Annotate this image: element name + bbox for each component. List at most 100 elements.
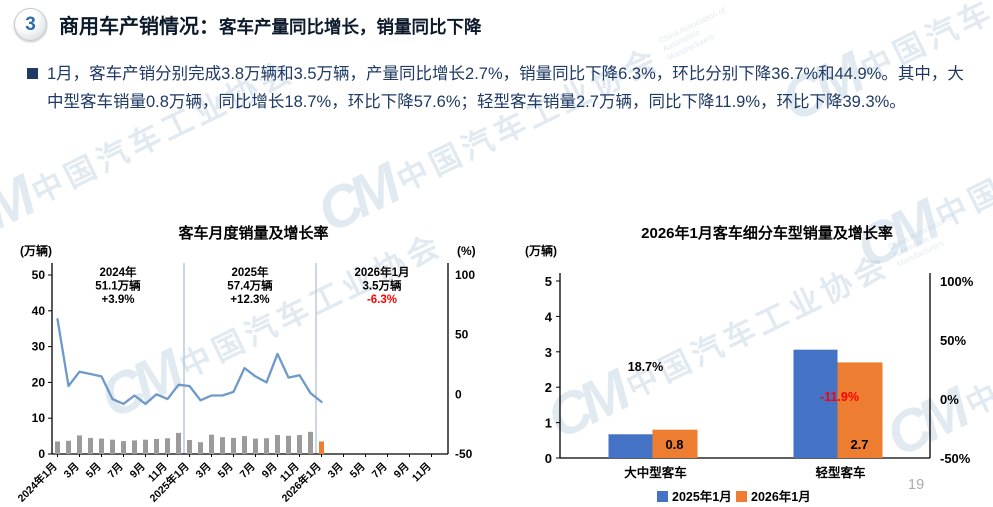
- year-annotation-line: 2024年: [99, 265, 137, 279]
- sales-bar: [275, 435, 280, 454]
- left-axis-tick-label: 2: [545, 380, 552, 395]
- legend-label: 2025年1月: [672, 489, 732, 504]
- sales-bar: [143, 439, 148, 454]
- bullet-square-icon: [27, 68, 38, 79]
- year-annotation: 2026年1月 3.5万辆-6.3%: [355, 265, 410, 306]
- sales-bar: [165, 438, 170, 454]
- x-axis-tick-label: 9月: [128, 461, 148, 481]
- sales-bar: [220, 437, 225, 454]
- watermark-text: 中国汽车工业协会: [391, 40, 666, 199]
- x-axis-tick-label: 9月: [260, 461, 280, 481]
- year-annotation: 2024年 51.1万辆+3.9%: [95, 265, 141, 306]
- x-axis-tick-label: 9月: [392, 461, 412, 481]
- sales-bar: [297, 435, 302, 454]
- right-axis-tick-label: 100%: [940, 274, 974, 289]
- summary-text: 1月，客车产销分别完成3.8万辆和3.5万辆，产量同比增长2.7%，销量同比下降…: [47, 65, 964, 111]
- year-annotation-line: 3.5万辆: [363, 279, 402, 293]
- segment-chart-canvas: (万辆) 0 1 2 3 4 5 100% 50% 0% -50% 0.8 18.7% 大中型客车 2.7 -…: [525, 243, 974, 504]
- right-axis-tick-label: 50: [455, 328, 469, 342]
- year-annotation-line: 2026年1月: [355, 265, 410, 279]
- right-axis-tick-label: 0%: [940, 392, 959, 407]
- left-axis-tick-label: 10: [32, 411, 46, 425]
- bar-prev-year: [793, 349, 838, 458]
- x-axis-tick-label: 7月: [370, 461, 390, 481]
- legend-swatch: [657, 491, 668, 502]
- x-axis-tick-label: 5月: [216, 461, 236, 481]
- year-annotation: 2025年 57.4万辆+12.3%: [227, 265, 273, 306]
- growth-rate-label: -11.9%: [820, 390, 859, 404]
- bar-current-year: [652, 429, 698, 458]
- legend-swatch: [736, 491, 747, 502]
- left-axis-tick-label: 0: [38, 447, 45, 461]
- sales-bar: [110, 439, 115, 454]
- sales-bar: [242, 436, 247, 454]
- page-number: 19: [908, 477, 925, 493]
- sales-bar: [209, 434, 214, 454]
- left-axis-tick-label: 3: [545, 345, 552, 360]
- sales-bar: [264, 438, 269, 454]
- page-subtitle: 客车产量同比增长，销量同比下降: [219, 17, 482, 37]
- sales-bar: [308, 431, 313, 454]
- year-annotation-line: +12.3%: [230, 294, 269, 306]
- sales-bar: [55, 441, 60, 454]
- sales-bar: [187, 440, 192, 454]
- header: 3 商用车产销情况：客车产量同比增长，销量同比下降: [14, 6, 482, 41]
- x-axis-tick-label: 5月: [84, 461, 104, 481]
- segment-chart-title: 2026年1月客车细分车型销量及增长率: [641, 225, 893, 242]
- left-axis-tick-label: 4: [545, 309, 553, 324]
- monthly-chart-title: 客车月度销量及增长率: [178, 225, 329, 242]
- x-axis-tick-label: 11月: [410, 461, 434, 485]
- x-axis-tick-label: 3月: [194, 461, 214, 481]
- sales-bar: [176, 432, 181, 454]
- growth-rate-label: 18.7%: [628, 360, 663, 374]
- sales-bar: [121, 441, 126, 454]
- sales-bar: [77, 435, 82, 454]
- page-title: 商用车产销情况：: [59, 16, 219, 38]
- x-axis-tick-label: 2024年1月: [15, 460, 60, 505]
- growth-rate-line: [56, 318, 323, 406]
- sales-bar: [99, 438, 104, 454]
- bar-prev-year: [608, 434, 653, 458]
- watermark-subtext: China Association of Automobile Manufact…: [657, 5, 727, 63]
- year-annotation-line: 51.1万辆: [95, 279, 141, 293]
- left-axis-tick-label: 1: [545, 416, 552, 431]
- sales-bar: [198, 442, 203, 454]
- right-axis-unit-label: (%): [457, 244, 476, 258]
- x-axis-tick-label: 7月: [238, 461, 258, 481]
- year-annotation-line: 2025年: [231, 265, 269, 279]
- left-axis-unit-label: (万辆): [525, 243, 557, 258]
- left-axis-tick-label: 5: [545, 274, 552, 289]
- right-axis-tick-label: -50%: [940, 451, 971, 466]
- x-axis-tick-label: 5月: [348, 461, 368, 481]
- left-axis-tick-label: 20: [32, 375, 46, 389]
- sales-bar: [132, 440, 137, 454]
- page-title-block: 商用车产销情况：客车产量同比增长，销量同比下降: [59, 6, 482, 39]
- x-axis-tick-label: 3月: [62, 461, 82, 481]
- year-annotation-line: -6.3%: [367, 294, 397, 306]
- monthly-sales-chart: 客车月度销量及增长率 (万辆) (%) 0 10 20 30 40 50 -50 0 50 100 20…: [10, 222, 497, 505]
- right-axis-tick-label: 100: [455, 268, 475, 282]
- sales-bar: [88, 437, 93, 454]
- left-axis-tick-label: 30: [32, 340, 46, 354]
- bar-value-label: 2.7: [850, 437, 868, 452]
- right-axis-tick-label: 50%: [940, 333, 966, 348]
- left-axis-tick-label: 0: [545, 451, 552, 466]
- left-axis-tick-label: 40: [32, 304, 46, 318]
- year-annotation-line: 57.4万辆: [227, 279, 273, 293]
- bar-value-label: 0.8: [665, 437, 683, 452]
- right-axis-tick-label: 0: [455, 387, 462, 401]
- monthly-chart-canvas: (万辆) (%) 0 10 20 30 40 50 -50 0 50 100 2024年 51.1万辆+3…: [15, 243, 476, 505]
- sales-bar: [231, 437, 236, 454]
- sales-bar-current: [319, 441, 324, 454]
- sales-bar: [286, 435, 291, 454]
- section-number-badge: 3: [14, 8, 47, 41]
- legend-label: 2026年1月: [751, 489, 811, 504]
- summary-paragraph: 1月，客车产销分别完成3.8万辆和3.5万辆，产量同比增长2.7%，销量同比下降…: [27, 60, 973, 116]
- left-axis-tick-label: 50: [32, 268, 46, 282]
- x-axis-tick-label: 3月: [326, 461, 346, 481]
- bar-current-year: [837, 362, 883, 458]
- year-annotation-line: +3.9%: [102, 294, 135, 306]
- right-axis-tick-label: -50: [455, 447, 473, 461]
- sales-bar: [66, 440, 71, 454]
